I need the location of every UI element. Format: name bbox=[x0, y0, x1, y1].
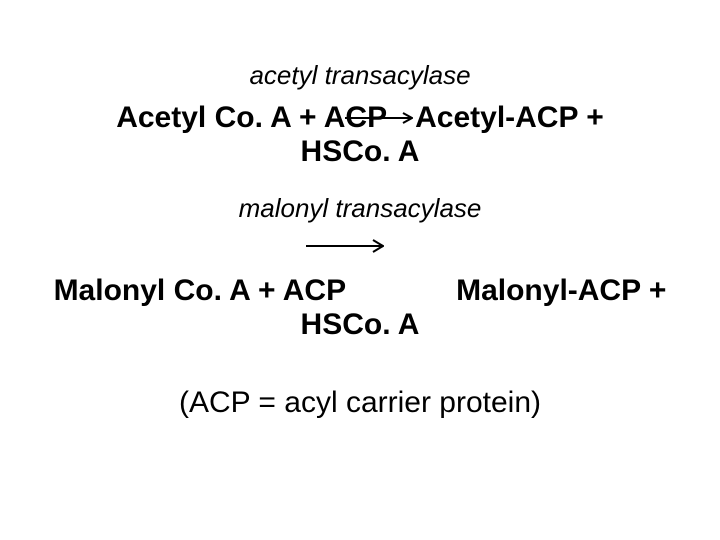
enzyme-label-2: malonyl transacylase bbox=[0, 193, 720, 224]
reaction-1-line2: HSCo. A bbox=[0, 135, 720, 169]
enzyme-label-1: acetyl transacylase bbox=[0, 60, 720, 91]
reaction-2-arrow bbox=[306, 238, 384, 254]
reaction-2-right: Malonyl-ACP + bbox=[456, 274, 666, 308]
reaction-1: Acetyl Co. A + ACP Acetyl-ACP + HSCo. A bbox=[0, 101, 720, 169]
reaction-2-arrow-row bbox=[0, 238, 720, 254]
reaction-2-left: Malonyl Co. A + ACP bbox=[54, 274, 347, 308]
acp-note: (ACP = acyl carrier protein) bbox=[0, 386, 720, 420]
reaction-2-line2: HSCo. A bbox=[0, 308, 720, 342]
reaction-1-line1: Acetyl Co. A + ACP Acetyl-ACP + bbox=[0, 101, 720, 135]
reaction-1-arrow-slot bbox=[387, 111, 415, 125]
reaction-2-line1: Malonyl Co. A + ACP Malonyl-ACP + bbox=[0, 274, 720, 308]
reaction-1-right: Acetyl-ACP + bbox=[415, 101, 604, 135]
reaction-2: Malonyl Co. A + ACP Malonyl-ACP + HSCo. … bbox=[0, 274, 720, 342]
